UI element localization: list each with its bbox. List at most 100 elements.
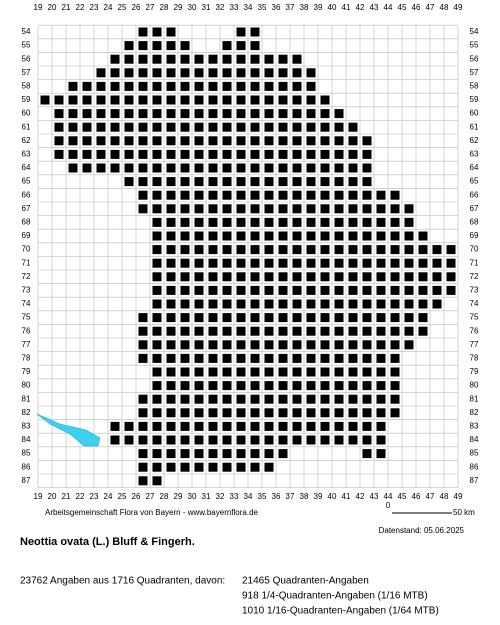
occurrence-square	[152, 245, 162, 255]
occurrence-square	[376, 381, 386, 391]
occurrence-square	[376, 449, 386, 459]
occurrence-square	[194, 449, 204, 459]
scale-start: 0	[386, 501, 391, 510]
occurrence-square	[306, 408, 316, 418]
row-label: 83	[22, 422, 31, 431]
occurrence-square	[236, 299, 246, 309]
column-label: 48	[440, 492, 449, 501]
occurrence-square	[208, 449, 218, 459]
occurrence-square	[362, 326, 372, 336]
occurrence-square	[138, 340, 148, 350]
row-label: 57	[22, 68, 31, 77]
occurrence-square	[236, 245, 246, 255]
occurrence-square	[194, 122, 204, 132]
occurrence-square	[306, 81, 316, 91]
occurrence-square	[180, 54, 190, 64]
occurrence-square	[278, 353, 288, 363]
row-label: 66	[22, 190, 31, 199]
occurrence-square	[166, 109, 176, 119]
occurrence-square	[376, 435, 386, 445]
occurrence-square	[152, 258, 162, 268]
occurrence-square	[194, 81, 204, 91]
occurrence-square	[348, 177, 358, 187]
occurrence-square	[264, 68, 274, 78]
occurrence-square	[250, 122, 260, 132]
occurrence-square	[110, 435, 120, 445]
occurrence-square	[194, 95, 204, 105]
occurrence-square	[152, 95, 162, 105]
occurrence-square	[390, 340, 400, 350]
occurrence-square	[208, 122, 218, 132]
row-label: 69	[22, 231, 31, 240]
row-label: 65	[22, 177, 31, 186]
occurrence-square	[110, 136, 120, 146]
occurrence-square	[166, 299, 176, 309]
occurrence-square	[222, 258, 232, 268]
occurrence-square	[320, 326, 330, 336]
occurrence-square	[96, 81, 106, 91]
occurrence-square	[348, 122, 358, 132]
occurrence-square	[418, 285, 428, 295]
occurrence-square	[306, 340, 316, 350]
occurrence-square	[376, 285, 386, 295]
occurrence-square	[404, 340, 414, 350]
occurrence-square	[166, 313, 176, 323]
occurrence-square	[362, 449, 372, 459]
occurrence-square	[208, 204, 218, 214]
row-label: 76	[470, 326, 479, 335]
row-label: 73	[22, 286, 31, 295]
occurrence-square	[278, 109, 288, 119]
occurrence-square	[166, 136, 176, 146]
occurrence-square	[194, 367, 204, 377]
occurrence-square	[68, 163, 78, 173]
occurrence-square	[264, 245, 274, 255]
column-label: 43	[370, 492, 379, 501]
occurrence-square	[362, 245, 372, 255]
occurrence-square	[96, 122, 106, 132]
occurrence-square	[236, 41, 246, 51]
occurrence-square	[432, 299, 442, 309]
occurrence-square	[334, 149, 344, 159]
occurrence-square	[110, 421, 120, 431]
occurrence-square	[320, 95, 330, 105]
occurrence-square	[110, 109, 120, 119]
occurrence-square	[236, 381, 246, 391]
occurrence-square	[166, 272, 176, 282]
occurrence-square	[236, 163, 246, 173]
occurrence-square	[348, 394, 358, 404]
occurrence-square	[124, 421, 134, 431]
occurrence-square	[166, 95, 176, 105]
occurrence-square	[110, 54, 120, 64]
occurrence-square	[194, 381, 204, 391]
row-label: 75	[22, 313, 31, 322]
occurrence-square	[390, 353, 400, 363]
column-label: 35	[258, 492, 267, 501]
column-label: 22	[76, 492, 85, 501]
occurrence-square	[264, 95, 274, 105]
occurrence-square	[152, 149, 162, 159]
occurrence-square	[166, 381, 176, 391]
occurrence-square	[166, 353, 176, 363]
occurrence-square	[348, 136, 358, 146]
occurrence-square	[222, 204, 232, 214]
row-label: 87	[22, 476, 31, 485]
occurrence-square	[82, 95, 92, 105]
occurrence-square	[362, 367, 372, 377]
occurrence-square	[208, 462, 218, 472]
row-label: 61	[22, 122, 31, 131]
occurrence-square	[208, 435, 218, 445]
occurrence-square	[138, 353, 148, 363]
occurrence-square	[362, 340, 372, 350]
occurrence-square	[180, 421, 190, 431]
occurrence-square	[180, 122, 190, 132]
occurrence-square	[334, 394, 344, 404]
occurrence-square	[264, 231, 274, 241]
occurrence-square	[320, 435, 330, 445]
row-label: 63	[22, 150, 31, 159]
occurrence-square	[278, 54, 288, 64]
occurrence-square	[138, 136, 148, 146]
occurrence-square	[334, 163, 344, 173]
occurrence-square	[152, 163, 162, 173]
occurrence-square	[278, 217, 288, 227]
occurrence-square	[152, 231, 162, 241]
